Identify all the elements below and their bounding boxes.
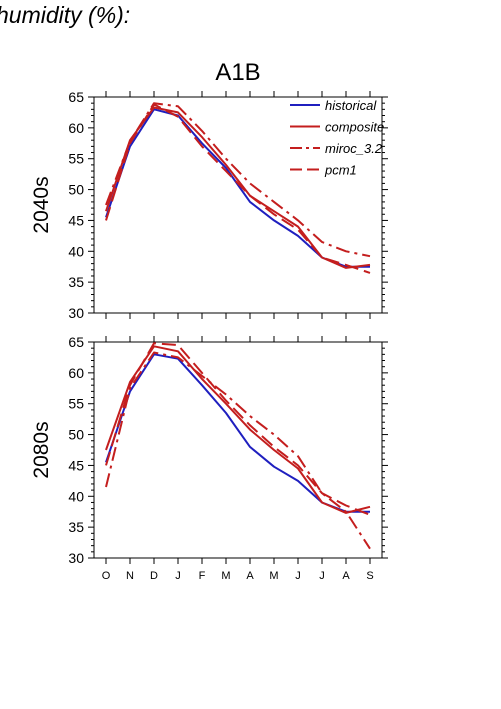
- plot-frame: [93, 96, 383, 314]
- legend-label: pcm1: [324, 163, 357, 178]
- x-tick-label: M: [269, 570, 278, 582]
- y-tick-label: 40: [68, 488, 84, 504]
- series-line-composite: [105, 345, 371, 514]
- series-line-historical: [105, 353, 370, 513]
- plot-frame: [93, 341, 383, 559]
- y-tick-label: 65: [68, 334, 84, 350]
- legend-label: historical: [325, 98, 377, 113]
- x-tick-label: J: [295, 570, 301, 582]
- y-tick-label: 35: [68, 274, 84, 290]
- x-tick-label: F: [199, 570, 206, 582]
- x-tick-label: J: [319, 570, 325, 582]
- y-tick-label: 45: [68, 457, 84, 473]
- y-tick-label: 55: [68, 396, 84, 412]
- scenario-title: A1B: [215, 59, 260, 86]
- panel-label: 2080s: [30, 421, 53, 478]
- x-tick-label: A: [342, 570, 350, 582]
- y-tick-label: 30: [68, 550, 84, 566]
- x-tick-label: S: [366, 570, 373, 582]
- series-line-miroc-3-2: [105, 351, 371, 550]
- x-tick-label: M: [221, 570, 230, 582]
- y-tick-label: 50: [68, 427, 84, 443]
- y-tick-label: 50: [68, 182, 84, 198]
- series-line-pcm1: [105, 103, 371, 274]
- legend-label: composite: [325, 120, 384, 135]
- y-tick-label: 60: [68, 120, 84, 136]
- legend-label: miroc_3.2: [325, 141, 383, 156]
- y-tick-label: 40: [68, 243, 84, 259]
- x-tick-label: O: [102, 570, 111, 582]
- x-tick-label: D: [150, 570, 158, 582]
- x-tick-label: A: [246, 570, 254, 582]
- y-tick-label: 55: [68, 151, 84, 167]
- y-tick-label: 60: [68, 365, 84, 381]
- y-tick-label: 65: [68, 89, 84, 105]
- x-tick-label: J: [175, 570, 181, 582]
- series-line-pcm1: [105, 342, 371, 516]
- y-tick-label: 45: [68, 212, 84, 228]
- series-line-miroc-3-2: [105, 102, 371, 258]
- y-tick-label: 35: [68, 519, 84, 535]
- panel-label: 2040s: [30, 176, 53, 233]
- y-tick-label: 30: [68, 305, 84, 321]
- x-tick-label: N: [126, 570, 134, 582]
- page-title: humidity (%):: [0, 2, 131, 28]
